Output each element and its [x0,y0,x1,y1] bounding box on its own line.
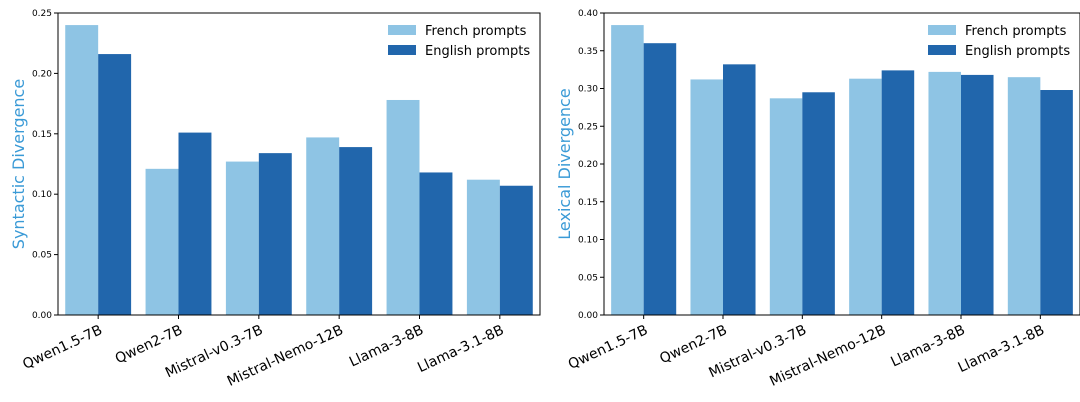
x-tick-label: Llama-3.1-8B [956,322,1047,376]
bar-english-2 [178,132,212,315]
bar-english-4 [339,147,373,315]
y-tick-label: 0.00 [32,311,52,321]
chart-panel-2: 0.00 0.05 0.10 0.15 0.20 0.25 0.30 0.35 0.40 Qwen… [555,9,1080,390]
legend-swatch-french [388,25,416,35]
bar-french-6 [1007,77,1041,316]
bar-french-3 [225,161,259,315]
bar-english-2 [723,64,756,315]
bar-french-3 [769,98,803,315]
bar-english-6 [1040,90,1073,315]
y-tick-label: 0.20 [32,69,52,79]
legend-label-english: English prompts [965,44,1070,59]
y-tick-label: 0.05 [578,273,598,283]
x-tick-label: Llama-3.1-8B [415,322,506,376]
y-tick-label: 0.40 [578,9,598,19]
bar-french-2 [145,168,179,315]
bar-english-4 [881,70,915,315]
y-tick-label: 0.25 [578,122,598,132]
legend-label-french: French prompts [425,24,527,39]
bar-french-1 [65,25,99,316]
y-tick-label: 0.30 [578,85,598,95]
x-tick-label: Qwen1.5-7B [20,322,105,373]
bar-french-5 [386,99,420,315]
y-tick-label: 0.20 [578,160,598,170]
plot-frame [57,12,541,316]
bar-english-5 [961,74,994,315]
bar-french-6 [466,179,500,315]
bar-english-3 [802,92,835,315]
y-tick-label: 0.00 [578,311,598,321]
y-tick-label: 0.35 [578,47,598,57]
legend-label-english: English prompts [425,44,530,59]
legend: French prompts English prompts [388,24,530,59]
bar-english-1 [643,43,677,315]
bar-french-2 [690,79,723,315]
bar-english-1 [98,54,132,315]
bar-french-5 [928,71,961,315]
y-tick-label: 0.10 [578,236,598,246]
y-axis-label: Lexical Divergence [555,88,574,239]
x-tick-label: Qwen1.5-7B [566,322,651,373]
y-tick-label: 0.15 [578,198,598,208]
legend: French prompts English prompts [928,24,1070,59]
y-axis-label: Syntactic Divergence [9,79,28,249]
bar-french-1 [611,25,644,316]
legend-swatch-french [928,25,956,35]
x-tick-label: Llama-3-8B [347,322,426,370]
bar-french-4 [306,137,340,315]
y-tick-label: 0.15 [32,130,52,140]
bar-english-6 [499,185,533,315]
bar-french-4 [849,78,882,315]
bar-english-3 [258,153,292,315]
legend-swatch-english [928,45,956,55]
y-tick-label: 0.10 [32,190,52,200]
legend-swatch-english [388,45,416,55]
y-tick-label: 0.05 [32,251,52,261]
legend-label-french: French prompts [965,24,1067,39]
y-tick-label: 0.25 [32,9,52,19]
bar-english-5 [419,172,453,315]
